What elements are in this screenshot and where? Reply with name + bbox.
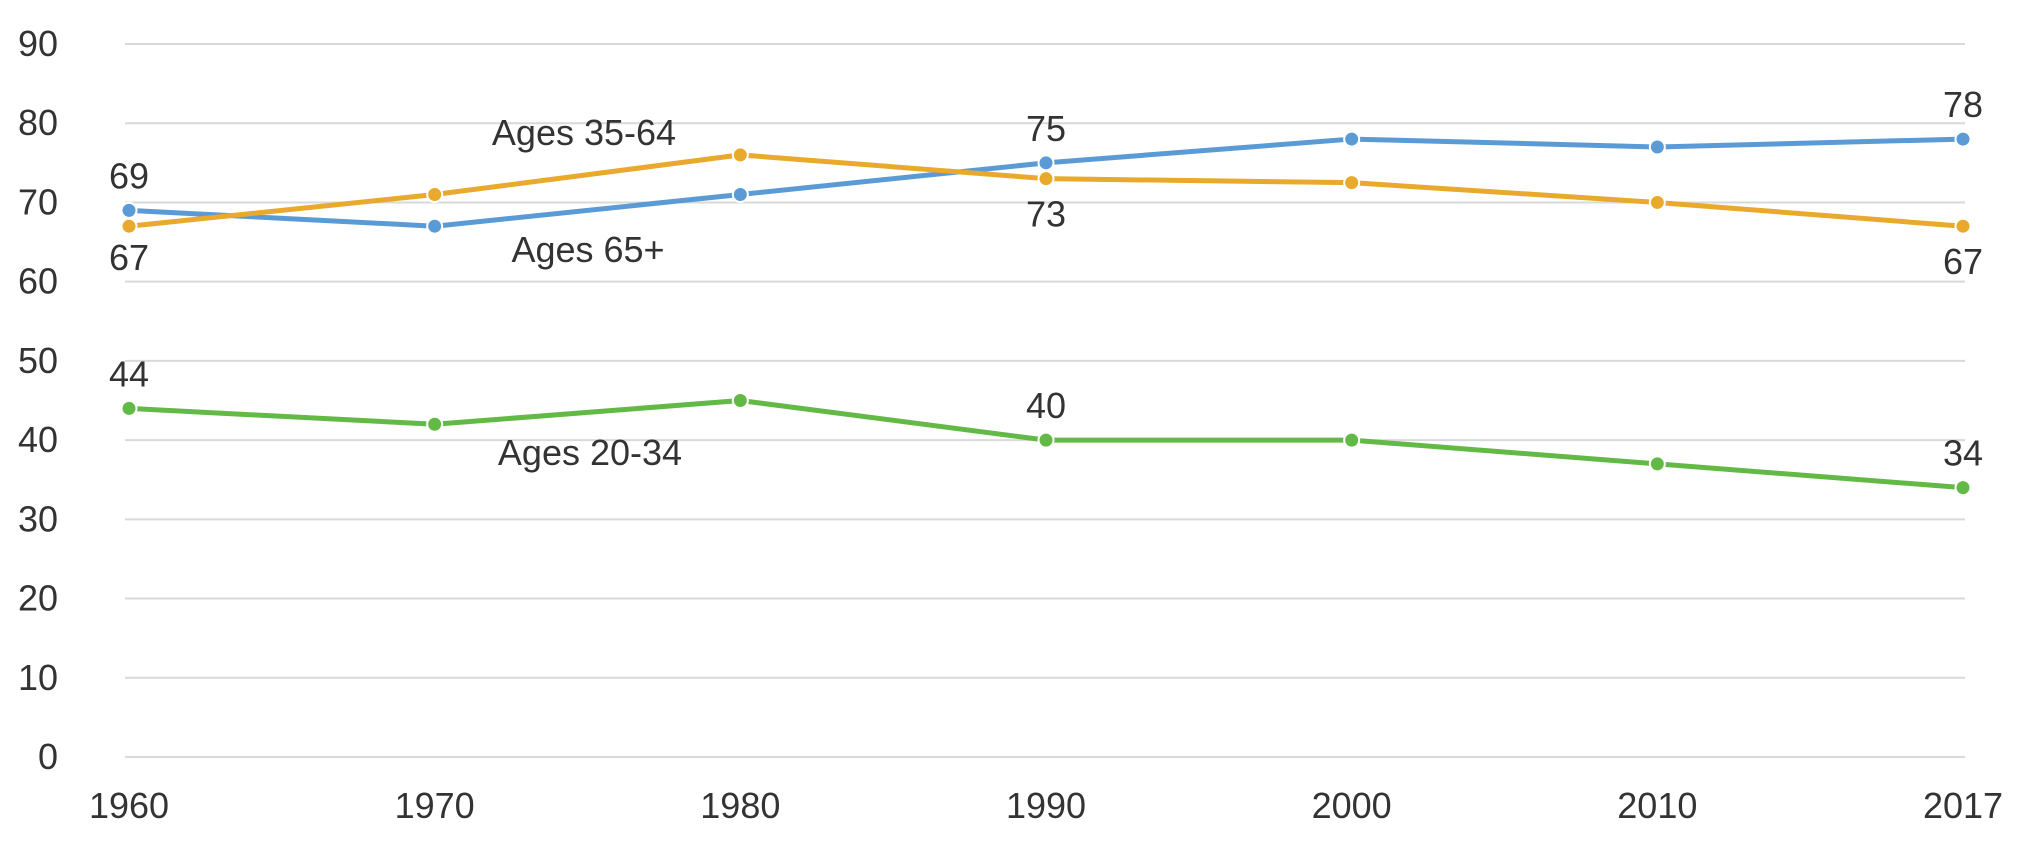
data-label: 44 — [109, 353, 149, 394]
y-tick-label: 30 — [18, 498, 58, 539]
y-tick-label: 40 — [18, 419, 58, 460]
series-name-label: Ages 20-34 — [498, 432, 682, 473]
data-point — [120, 201, 138, 219]
data-point — [1648, 138, 1666, 156]
data-point — [1343, 130, 1361, 148]
y-axis-ticks: 0 10 20 30 40 50 60 70 80 90 — [18, 23, 58, 777]
data-point — [426, 217, 444, 235]
data-labels: 69 75 78 67 73 67 44 40 34 — [109, 84, 1983, 474]
data-point — [1037, 154, 1055, 172]
data-point — [1954, 130, 1972, 148]
y-tick-label: 90 — [18, 23, 58, 64]
series-name-label: Ages 65+ — [511, 229, 664, 270]
x-tick-label: 2000 — [1312, 785, 1392, 826]
y-tick-label: 50 — [18, 340, 58, 381]
data-point — [1037, 431, 1055, 449]
data-point — [1343, 174, 1361, 192]
data-point — [1954, 217, 1972, 235]
data-point — [1648, 455, 1666, 473]
y-tick-label: 10 — [18, 657, 58, 698]
x-tick-label: 1980 — [700, 785, 780, 826]
data-point — [731, 146, 749, 164]
data-point — [426, 415, 444, 433]
data-label: 78 — [1943, 84, 1983, 125]
data-point — [1037, 170, 1055, 188]
data-point — [731, 186, 749, 204]
y-tick-label: 20 — [18, 578, 58, 619]
data-point — [731, 392, 749, 409]
x-tick-label: 1990 — [1006, 785, 1086, 826]
x-tick-label: 2017 — [1923, 785, 2003, 826]
series-name-labels: Ages 65+ Ages 35-64 Ages 20-34 — [492, 112, 682, 473]
data-point — [1343, 431, 1361, 449]
x-tick-label: 1960 — [89, 785, 169, 826]
data-label: 34 — [1943, 433, 1983, 474]
x-axis-ticks: 1960 1970 1980 1990 2000 2010 2017 — [89, 785, 2003, 826]
y-tick-label: 80 — [18, 102, 58, 143]
data-point — [120, 399, 138, 417]
data-label: 75 — [1026, 108, 1066, 149]
x-tick-label: 2010 — [1617, 785, 1697, 826]
data-label: 69 — [109, 155, 149, 196]
data-point — [1648, 193, 1666, 211]
data-point — [1954, 479, 1972, 497]
data-label: 40 — [1026, 385, 1066, 426]
series-name-label: Ages 35-64 — [492, 112, 676, 153]
y-tick-label: 0 — [38, 736, 58, 777]
data-point — [120, 217, 138, 235]
series-lines — [120, 130, 1972, 497]
y-tick-label: 70 — [18, 181, 58, 222]
data-label: 67 — [1943, 241, 1983, 282]
data-label: 73 — [1026, 194, 1066, 235]
x-tick-label: 1970 — [395, 785, 475, 826]
data-label: 67 — [109, 237, 149, 278]
data-point — [426, 186, 444, 204]
y-tick-label: 60 — [18, 261, 58, 302]
